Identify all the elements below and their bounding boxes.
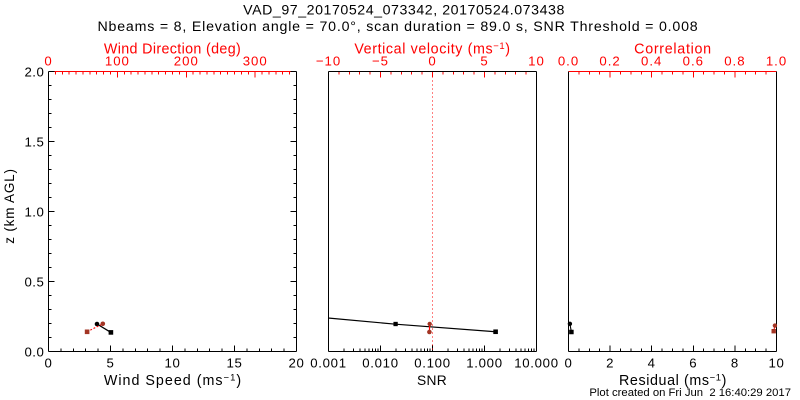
svg-text:−10: −10: [316, 54, 341, 69]
svg-text:0: 0: [44, 356, 52, 371]
svg-text:Nbeams = 8, Elevation angle =: Nbeams = 8, Elevation angle = 70.0°, sca…: [97, 19, 698, 35]
svg-text:0.010: 0.010: [362, 356, 399, 371]
svg-text:Residual (ms−1): Residual (ms−1): [619, 373, 727, 390]
svg-text:200: 200: [174, 54, 199, 69]
svg-text:Correlation: Correlation: [634, 42, 712, 58]
svg-text:10: 10: [164, 356, 180, 371]
svg-text:5: 5: [106, 356, 114, 371]
svg-text:Wind Direction (deg): Wind Direction (deg): [104, 42, 241, 58]
svg-text:VAD_97_20170524_073342, 201705: VAD_97_20170524_073342, 20170524.073438: [243, 2, 565, 18]
svg-text:4: 4: [648, 356, 656, 371]
svg-text:Plot created on Fri Jun 2 16:: Plot created on Fri Jun 2 16:40:29 2017: [589, 387, 791, 399]
svg-text:6: 6: [689, 356, 697, 371]
svg-text:−5: −5: [372, 54, 389, 69]
svg-text:0: 0: [564, 356, 572, 371]
svg-text:15: 15: [226, 356, 242, 371]
svg-text:10.000: 10.000: [514, 356, 559, 371]
svg-text:1.0: 1.0: [24, 205, 44, 220]
svg-text:2: 2: [606, 356, 614, 371]
svg-text:1.000: 1.000: [466, 356, 503, 371]
svg-text:0: 0: [44, 54, 52, 69]
svg-text:SNR: SNR: [417, 373, 447, 388]
svg-text:z (km AGL): z (km AGL): [2, 168, 17, 244]
svg-text:0.100: 0.100: [414, 356, 451, 371]
svg-text:0.0: 0.0: [24, 345, 44, 360]
svg-text:8: 8: [731, 356, 739, 371]
svg-text:1.5: 1.5: [24, 135, 44, 150]
svg-text:5: 5: [480, 54, 488, 69]
svg-text:10: 10: [528, 54, 545, 69]
svg-text:0.8: 0.8: [724, 54, 745, 69]
svg-text:0.2: 0.2: [599, 54, 620, 69]
svg-text:0.5: 0.5: [24, 275, 44, 290]
svg-text:300: 300: [243, 54, 268, 69]
svg-text:Vertical velocity (ms−1): Vertical velocity (ms−1): [354, 41, 510, 58]
svg-text:0.4: 0.4: [641, 54, 662, 69]
svg-text:0: 0: [428, 54, 436, 69]
svg-text:0.6: 0.6: [683, 54, 704, 69]
svg-text:2.0: 2.0: [24, 65, 44, 80]
svg-text:100: 100: [105, 54, 130, 69]
svg-text:Wind Speed (ms−1): Wind Speed (ms−1): [104, 373, 242, 390]
svg-text:0.0: 0.0: [558, 54, 579, 69]
svg-text:10: 10: [768, 356, 784, 371]
svg-text:20: 20: [288, 356, 304, 371]
svg-text:0.001: 0.001: [310, 356, 347, 371]
svg-text:1.0: 1.0: [766, 54, 787, 69]
